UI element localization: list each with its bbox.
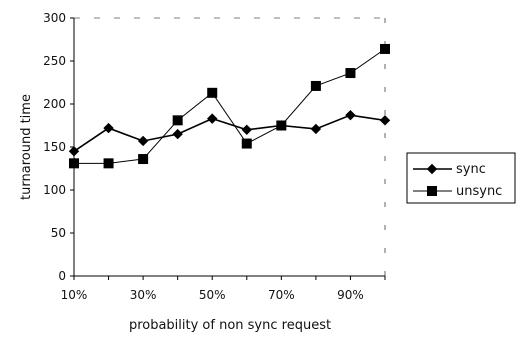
series-line-sync <box>73 114 386 152</box>
data-point-unsync <box>69 158 79 169</box>
data-point-unsync <box>345 68 356 79</box>
data-point-unsync <box>241 138 252 149</box>
data-point-sync <box>379 115 391 126</box>
data-point-sync <box>345 109 356 121</box>
data-point-unsync <box>380 43 390 54</box>
x-tick-label: 30% <box>130 288 157 302</box>
legend-item-sync: sync <box>413 162 486 177</box>
y-tick-labels: 0 50 100 150 200 250 300 <box>43 11 66 283</box>
data-point-unsync <box>172 115 183 126</box>
legend-label: sync <box>456 162 486 177</box>
legend-box <box>406 152 516 204</box>
plot-area <box>74 18 385 276</box>
y-tick-label: 200 <box>43 97 66 111</box>
data-point-unsync <box>207 87 218 98</box>
x-tick-labels: 10% 30% 50% 70% 90% <box>61 288 364 302</box>
x-tick-label: 10% <box>61 288 88 302</box>
data-point-sync <box>207 113 218 124</box>
data-point-sync <box>172 128 183 140</box>
data-point-sync <box>241 124 252 136</box>
data-point-sync <box>310 123 322 135</box>
legend-label: unsync <box>456 184 502 199</box>
y-tick-label: 300 <box>43 11 66 25</box>
y-tick-label: 50 <box>51 226 66 240</box>
legend: sync unsync <box>406 152 516 204</box>
x-axis-title: probability of non sync request <box>129 318 331 333</box>
data-point-sync <box>68 146 80 157</box>
data-point-unsync <box>310 80 321 91</box>
data-point-unsync <box>138 154 149 165</box>
x-tick-label: 90% <box>337 288 364 302</box>
x-tick-label: 50% <box>199 288 226 302</box>
series-unsync <box>69 43 390 169</box>
series-lines <box>68 43 391 169</box>
y-tick-label: 250 <box>43 54 66 68</box>
y-tick-label: 150 <box>43 140 66 154</box>
legend-marker-diamond <box>426 163 438 175</box>
data-point-unsync <box>276 120 287 131</box>
y-axis-title: turnaround time <box>19 94 34 200</box>
legend-item-unsync: unsync <box>413 184 502 199</box>
y-tick-label: 0 <box>58 269 66 283</box>
y-tick-label: 100 <box>43 183 66 197</box>
data-point-sync <box>137 135 149 147</box>
data-point-sync <box>103 122 114 134</box>
series-line-unsync <box>74 48 386 164</box>
legend-marker-square <box>427 186 437 196</box>
data-point-unsync <box>103 158 114 169</box>
x-tick-label: 70% <box>268 288 295 302</box>
